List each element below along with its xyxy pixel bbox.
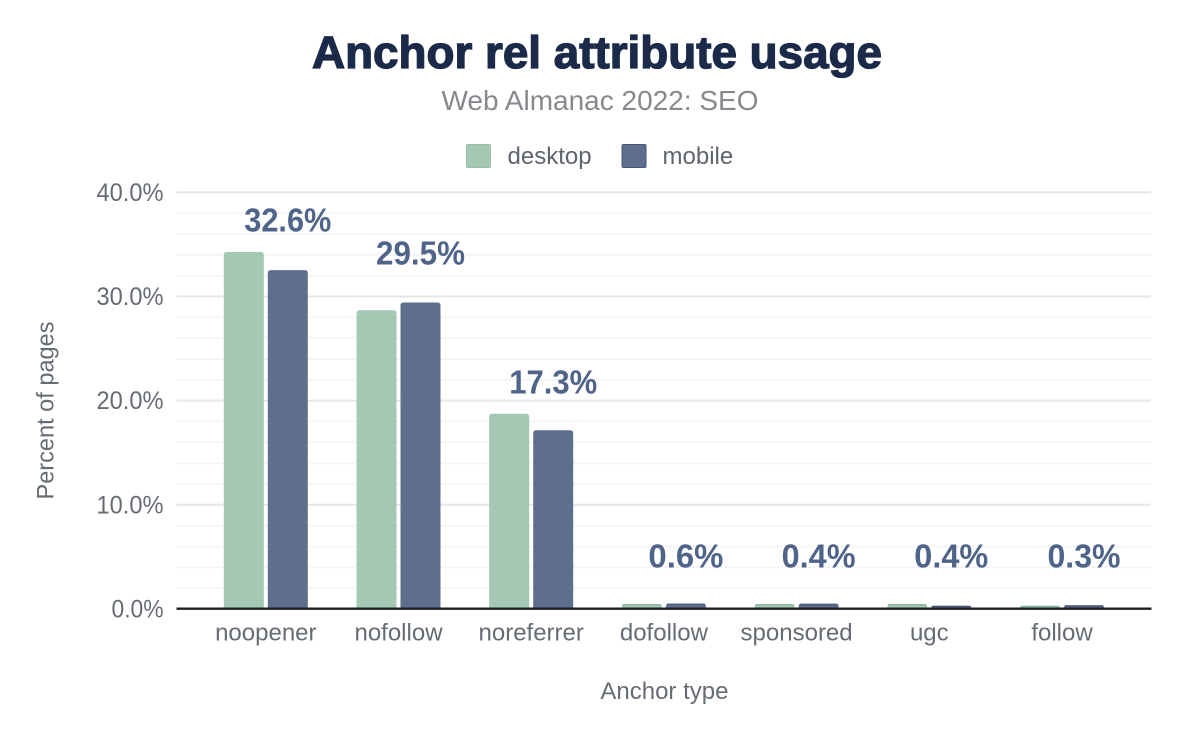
svg-text:0.4%: 0.4% — [914, 538, 988, 575]
svg-text:Anchor rel attribute usage: Anchor rel attribute usage — [312, 27, 882, 78]
svg-text:0.3%: 0.3% — [1048, 538, 1121, 575]
svg-text:10.0%: 10.0% — [97, 491, 164, 519]
svg-text:Web Almanac 2022: SEO: Web Almanac 2022: SEO — [442, 85, 759, 116]
svg-text:32.6%: 32.6% — [244, 202, 331, 239]
svg-text:40.0%: 40.0% — [97, 179, 164, 207]
svg-text:noreferrer: noreferrer — [479, 620, 584, 647]
svg-text:0.0%: 0.0% — [112, 596, 164, 624]
svg-text:mobile: mobile — [663, 143, 734, 170]
svg-text:noopener: noopener — [215, 620, 316, 647]
svg-text:nofollow: nofollow — [354, 620, 443, 647]
svg-text:20.0%: 20.0% — [97, 387, 164, 415]
svg-text:0.6%: 0.6% — [648, 538, 723, 575]
svg-text:0.4%: 0.4% — [782, 538, 856, 575]
svg-text:29.5%: 29.5% — [376, 235, 465, 272]
svg-text:17.3%: 17.3% — [509, 364, 597, 401]
svg-text:sponsored: sponsored — [741, 620, 853, 647]
svg-text:Anchor type: Anchor type — [600, 678, 728, 705]
svg-text:desktop: desktop — [508, 143, 592, 170]
svg-text:follow: follow — [1031, 620, 1093, 647]
svg-text:dofollow: dofollow — [620, 620, 709, 647]
svg-text:Percent of pages: Percent of pages — [33, 322, 60, 500]
svg-text:30.0%: 30.0% — [97, 283, 164, 311]
svg-text:ugc: ugc — [910, 620, 949, 647]
